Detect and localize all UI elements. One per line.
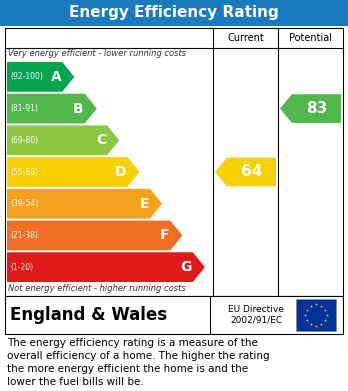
Polygon shape [7, 221, 182, 250]
Text: B: B [73, 102, 84, 116]
Text: 2002/91/EC: 2002/91/EC [230, 316, 282, 325]
Bar [296, 299, 336, 331]
Text: Not energy efficient - higher running costs: Not energy efficient - higher running co… [8, 284, 186, 293]
Text: A: A [50, 70, 61, 84]
Text: The energy efficiency rating is a measure of the: The energy efficiency rating is a measur… [7, 338, 258, 348]
Text: England & Wales: England & Wales [10, 306, 167, 324]
Text: Very energy efficient - lower running costs: Very energy efficient - lower running co… [8, 49, 186, 58]
Text: lower the fuel bills will be.: lower the fuel bills will be. [7, 377, 144, 387]
Text: (92-100): (92-100) [10, 72, 43, 81]
Text: (39-54): (39-54) [10, 199, 38, 208]
Polygon shape [280, 94, 341, 123]
Text: (69-80): (69-80) [10, 136, 38, 145]
Polygon shape [7, 126, 119, 155]
Polygon shape [7, 189, 162, 219]
Bar [5, 28, 343, 296]
Text: D: D [115, 165, 127, 179]
Polygon shape [215, 158, 276, 187]
Text: (55-68): (55-68) [10, 167, 38, 176]
Text: (21-38): (21-38) [10, 231, 38, 240]
Text: (1-20): (1-20) [10, 263, 33, 272]
Text: EU Directive: EU Directive [228, 305, 284, 314]
Polygon shape [7, 252, 205, 282]
Bar [0, 0, 348, 26]
Text: overall efficiency of a home. The higher the rating: overall efficiency of a home. The higher… [7, 351, 270, 361]
Text: E: E [140, 197, 149, 211]
Polygon shape [7, 62, 74, 92]
Polygon shape [7, 94, 97, 124]
Text: Current: Current [227, 33, 264, 43]
Polygon shape [7, 157, 140, 187]
Text: the more energy efficient the home is and the: the more energy efficient the home is an… [7, 364, 248, 374]
Text: 64: 64 [241, 165, 262, 179]
Text: Energy Efficiency Rating: Energy Efficiency Rating [69, 5, 279, 20]
Text: F: F [160, 228, 169, 242]
Text: G: G [181, 260, 192, 274]
Text: C: C [96, 133, 106, 147]
Text: Potential: Potential [289, 33, 332, 43]
Text: 83: 83 [306, 101, 327, 116]
Bar [5, 296, 343, 334]
Text: (81-91): (81-91) [10, 104, 38, 113]
